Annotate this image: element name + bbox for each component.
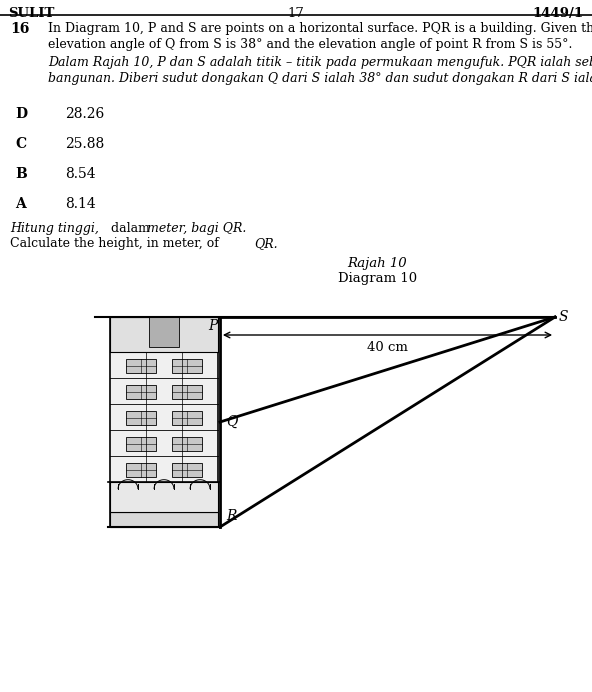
- Bar: [172, 358, 202, 373]
- Text: QR.: QR.: [254, 237, 278, 250]
- Bar: [172, 410, 202, 425]
- Bar: [126, 385, 156, 399]
- Bar: [110, 512, 218, 527]
- Bar: [110, 317, 218, 352]
- Text: 25.88: 25.88: [65, 137, 104, 151]
- Text: 28.26: 28.26: [65, 107, 104, 121]
- Text: 40 cm: 40 cm: [367, 341, 408, 354]
- Bar: [110, 317, 218, 527]
- Bar: [172, 385, 202, 399]
- Bar: [172, 437, 202, 450]
- Text: P: P: [208, 319, 218, 333]
- Text: R: R: [226, 509, 236, 523]
- Text: Calculate the height, in meter, of: Calculate the height, in meter, of: [10, 237, 223, 250]
- Text: 8.54: 8.54: [65, 167, 96, 181]
- Text: C: C: [15, 137, 26, 151]
- Bar: [149, 317, 179, 347]
- Text: bangunan. Diberi sudut dongakan Q dari S ialah 38° dan sudut dongakan R dari S i: bangunan. Diberi sudut dongakan Q dari S…: [48, 72, 592, 85]
- Text: In Diagram 10, P and S are points on a horizontal surface. PQR is a building. Gi: In Diagram 10, P and S are points on a h…: [48, 22, 592, 35]
- Text: Q: Q: [226, 415, 237, 429]
- Bar: [110, 482, 218, 512]
- Text: 8.14: 8.14: [65, 197, 96, 211]
- Text: B: B: [15, 167, 27, 181]
- Bar: [126, 462, 156, 477]
- Bar: [126, 358, 156, 373]
- Text: 17: 17: [288, 7, 304, 20]
- Text: 16: 16: [10, 22, 30, 36]
- Bar: [172, 462, 202, 477]
- Text: SULIT: SULIT: [8, 7, 54, 20]
- Text: A: A: [15, 197, 25, 211]
- Text: Diagram 10: Diagram 10: [338, 272, 417, 285]
- Text: Dalam Rajah 10, P dan S adalah titik – titik pada permukaan mengufuk. PQR ialah : Dalam Rajah 10, P dan S adalah titik – t…: [48, 56, 592, 69]
- Text: D: D: [15, 107, 27, 121]
- Text: meter, bagi QR.: meter, bagi QR.: [147, 222, 246, 235]
- Bar: [126, 410, 156, 425]
- Text: Rajah 10: Rajah 10: [348, 257, 407, 270]
- Text: 1449/1: 1449/1: [533, 7, 584, 20]
- Bar: [126, 437, 156, 450]
- Text: elevation angle of Q from S is 38° and the elevation angle of point R from S is : elevation angle of Q from S is 38° and t…: [48, 38, 572, 51]
- Text: Hitung tinggi,: Hitung tinggi,: [10, 222, 99, 235]
- Text: S: S: [559, 310, 568, 324]
- Text: dalam: dalam: [107, 222, 154, 235]
